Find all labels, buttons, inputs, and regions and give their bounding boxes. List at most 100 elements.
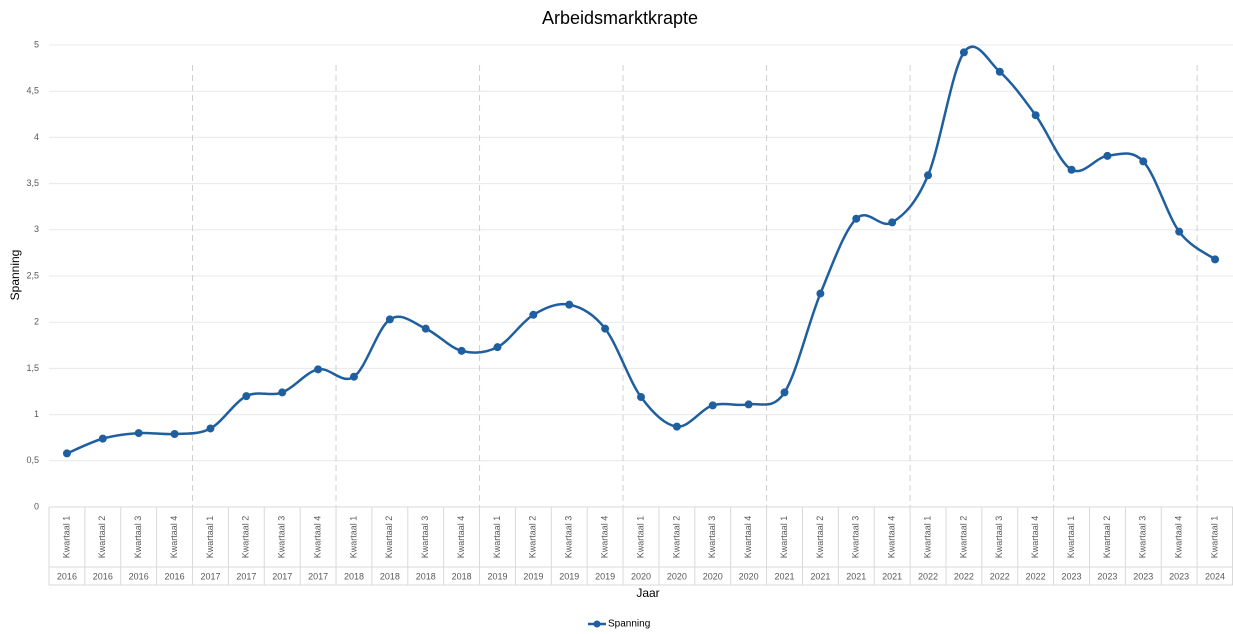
- x-tick-label: Kwartaal 1: [922, 516, 932, 559]
- x-group-label: 2023: [1062, 571, 1082, 581]
- y-tick-label: 3: [34, 224, 39, 234]
- data-point: [98, 434, 107, 443]
- x-tick-label: Kwartaal 3: [707, 516, 717, 559]
- x-tick-label: Kwartaal 1: [205, 516, 215, 559]
- x-group-label: 2016: [165, 571, 185, 581]
- data-point: [62, 449, 71, 458]
- y-tick-label: 0,5: [26, 455, 39, 465]
- x-group-label: 2017: [308, 571, 328, 581]
- data-point: [959, 48, 968, 57]
- x-group-label: 2021: [846, 571, 866, 581]
- y-tick-label: 4,5: [26, 86, 39, 96]
- data-point: [708, 401, 717, 410]
- data-point: [888, 218, 897, 227]
- data-point: [134, 429, 143, 438]
- data-point: [493, 343, 502, 352]
- y-tick-label: 1: [34, 409, 39, 419]
- x-group-label: 2021: [774, 571, 794, 581]
- x-tick-label: Kwartaal 4: [456, 516, 466, 559]
- x-group-label: 2023: [1133, 571, 1153, 581]
- legend-marker: [593, 620, 601, 628]
- data-point: [816, 289, 825, 298]
- x-tick-label: Kwartaal 1: [348, 516, 358, 559]
- y-axis-title: Spanning: [8, 250, 22, 301]
- x-tick-label: Kwartaal 1: [635, 516, 645, 559]
- series-line: [66, 45, 1216, 455]
- x-group-label: 2018: [452, 571, 472, 581]
- x-tick-label: Kwartaal 1: [492, 516, 502, 559]
- x-group-label: 2024: [1205, 571, 1225, 581]
- x-tick-label: Kwartaal 1: [1066, 516, 1076, 559]
- x-tick-label: Kwartaal 4: [1030, 516, 1040, 559]
- data-point: [565, 300, 574, 309]
- x-group-label: 2016: [57, 571, 77, 581]
- x-group-label: 2023: [1169, 571, 1189, 581]
- data-point: [529, 310, 538, 319]
- x-group-label: 2022: [918, 571, 938, 581]
- data-point: [744, 400, 753, 409]
- x-group-label: 2018: [344, 571, 364, 581]
- data-point: [995, 67, 1004, 76]
- data-point: [852, 214, 861, 223]
- x-group-label: 2022: [1026, 571, 1046, 581]
- data-point: [672, 422, 681, 431]
- x-tick-label: Kwartaal 3: [277, 516, 287, 559]
- data-point: [457, 346, 466, 355]
- y-tick-label: 5: [34, 39, 39, 49]
- x-tick-label: Kwartaal 2: [241, 516, 251, 559]
- legend-label: Spanning: [608, 619, 650, 630]
- x-tick-label: Kwartaal 3: [851, 516, 861, 559]
- x-tick-label: Kwartaal 1: [1209, 516, 1219, 559]
- data-point: [780, 388, 789, 397]
- x-group-label: 2023: [1097, 571, 1117, 581]
- x-group-label: 2019: [559, 571, 579, 581]
- x-tick-label: Kwartaal 4: [312, 516, 322, 559]
- data-point: [170, 430, 179, 439]
- data-point: [1139, 157, 1148, 166]
- y-tick-label: 4: [34, 132, 39, 142]
- x-group-label: 2020: [703, 571, 723, 581]
- data-point: [385, 315, 394, 324]
- x-group-label: 2017: [272, 571, 292, 581]
- x-tick-label: Kwartaal 4: [169, 516, 179, 559]
- x-group-label: 2017: [236, 571, 256, 581]
- x-tick-label: Kwartaal 3: [420, 516, 430, 559]
- x-tick-label: Kwartaal 2: [384, 516, 394, 559]
- chart-title: Arbeidsmarktkrapte: [542, 8, 698, 28]
- data-point: [314, 365, 323, 374]
- x-tick-label: Kwartaal 3: [994, 516, 1004, 559]
- x-tick-label: Kwartaal 2: [671, 516, 681, 559]
- x-tick-label: Kwartaal 2: [1102, 516, 1112, 559]
- y-tick-label: 2: [34, 317, 39, 327]
- data-point: [206, 424, 215, 433]
- y-tick-label: 3,5: [26, 178, 39, 188]
- x-group-label: 2022: [954, 571, 974, 581]
- x-group-label: 2019: [487, 571, 507, 581]
- x-group-label: 2020: [739, 571, 759, 581]
- x-group-label: 2016: [129, 571, 149, 581]
- x-tick-label: Kwartaal 2: [97, 516, 107, 559]
- y-tick-label: 2,5: [26, 270, 39, 280]
- x-tick-label: Kwartaal 4: [1174, 516, 1184, 559]
- x-group-label: 2020: [631, 571, 651, 581]
- x-group-label: 2021: [810, 571, 830, 581]
- x-tick-label: Kwartaal 4: [743, 516, 753, 559]
- x-tick-label: Kwartaal 2: [958, 516, 968, 559]
- data-point: [242, 392, 251, 401]
- data-point: [924, 171, 933, 180]
- x-tick-label: Kwartaal 2: [815, 516, 825, 559]
- data-point: [349, 372, 358, 381]
- x-tick-label: Kwartaal 4: [887, 516, 897, 559]
- x-group-label: 2017: [200, 571, 220, 581]
- data-point: [1067, 165, 1076, 174]
- data-point: [1211, 255, 1220, 264]
- data-point: [601, 324, 610, 333]
- x-group-label: 2016: [93, 571, 113, 581]
- x-tick-label: Kwartaal 1: [61, 516, 71, 559]
- x-group-label: 2018: [416, 571, 436, 581]
- x-axis-title: Jaar: [636, 586, 659, 600]
- x-group-label: 2020: [667, 571, 687, 581]
- x-group-label: 2019: [595, 571, 615, 581]
- y-tick-label: 1,5: [26, 363, 39, 373]
